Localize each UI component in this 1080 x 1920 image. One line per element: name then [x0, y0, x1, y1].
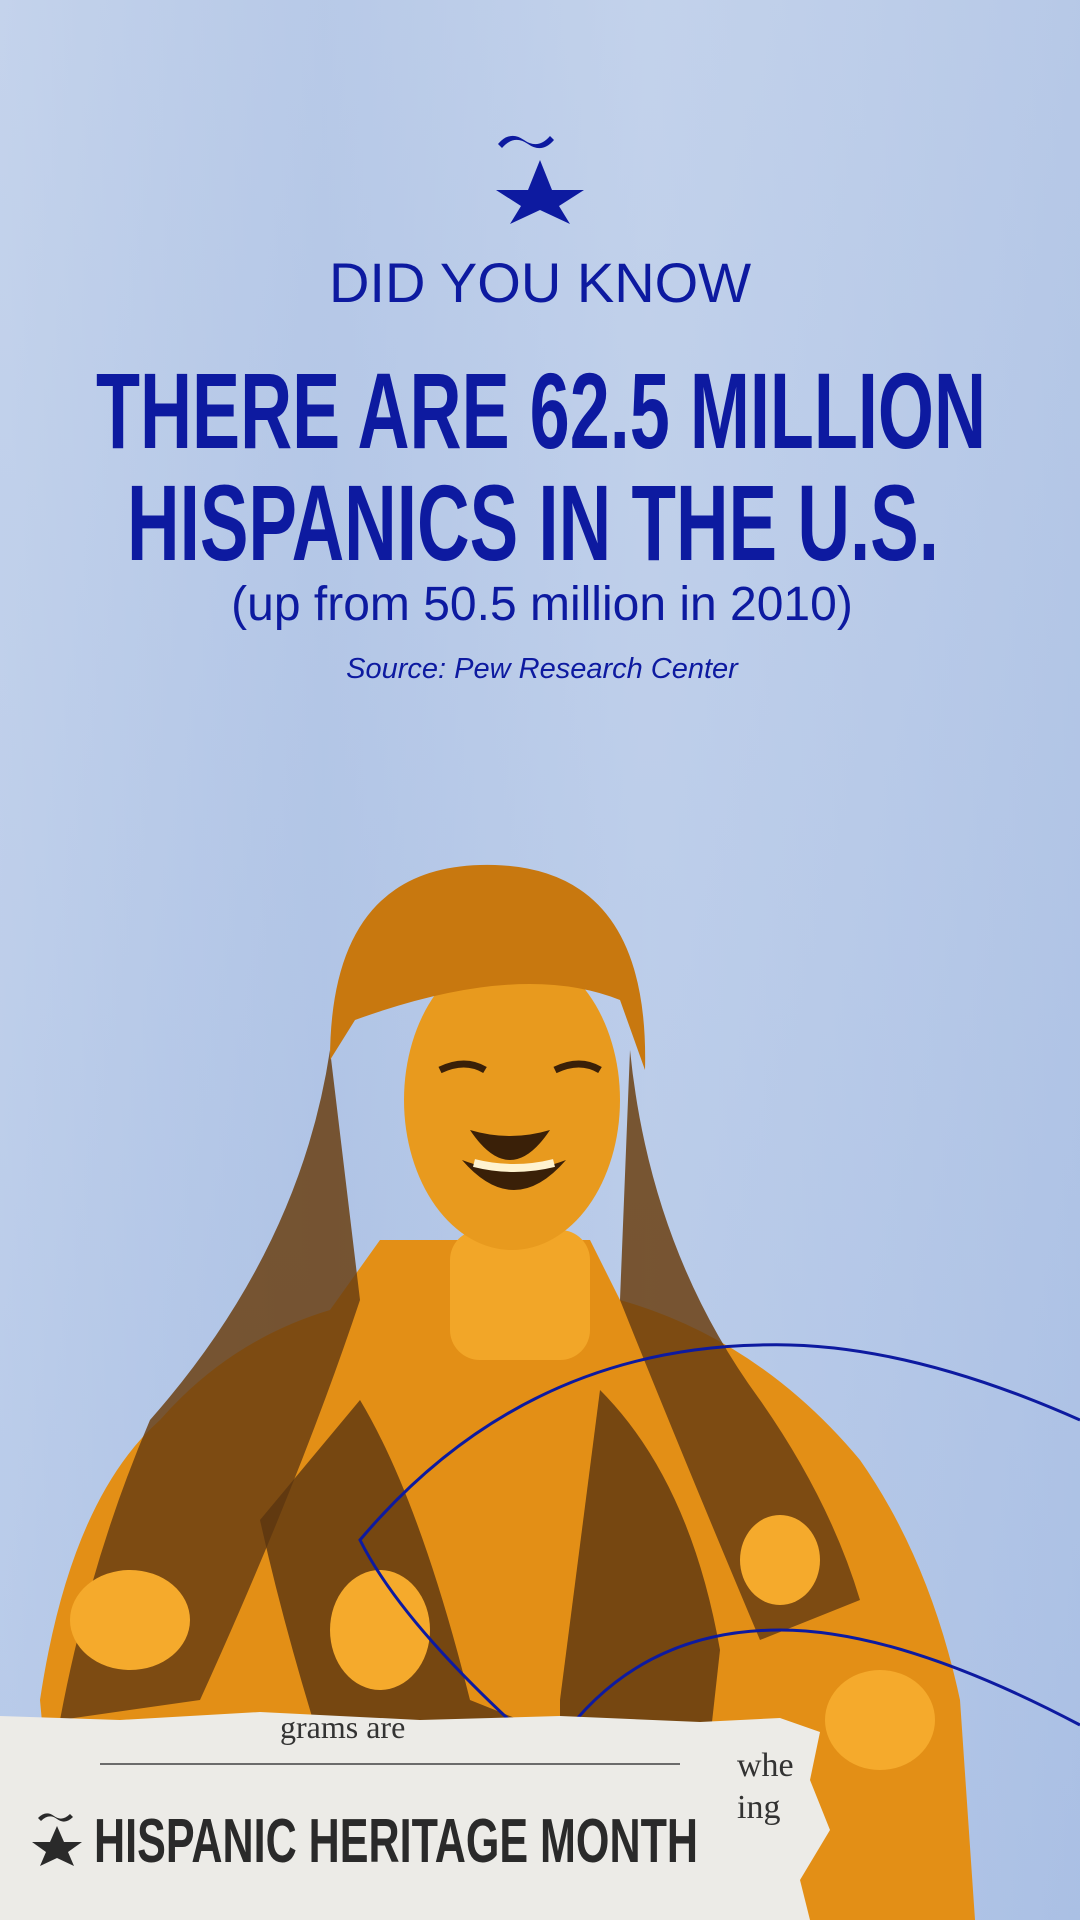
headline-line: THERE ARE 62.5 MILLION [96, 350, 986, 471]
newspaper-scrap [0, 1712, 830, 1920]
decorative-lines [358, 1343, 1080, 1741]
source: Source: Pew Research Center [346, 653, 739, 685]
headline-line: HISPANICS IN THE U.S. [127, 462, 939, 583]
footer-logo [32, 1813, 82, 1866]
logo [496, 135, 584, 224]
paper-fragment: whe [737, 1747, 794, 1784]
footer-title: HISPANIC HERITAGE MONTH [94, 1807, 698, 1876]
paper-fragment: ing [737, 1789, 780, 1826]
kicker: DID YOU KNOW [329, 251, 751, 314]
paper-fragment: grams are [280, 1709, 405, 1745]
subline: (up from 50.5 million in 2010) [231, 578, 853, 631]
